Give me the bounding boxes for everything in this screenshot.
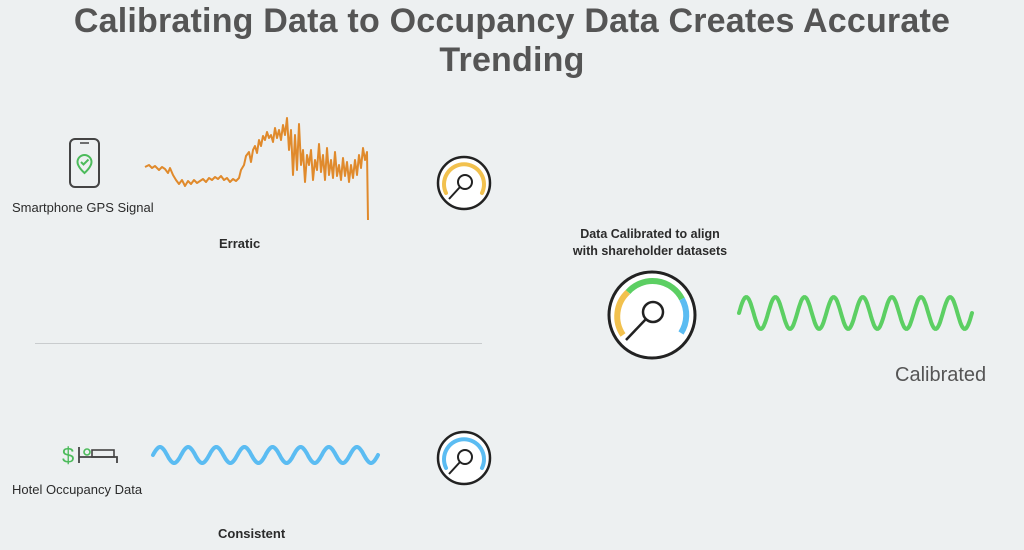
- gps-gauge-icon: [436, 155, 492, 211]
- page-title: Calibrating Data to Occupancy Data Creat…: [73, 2, 951, 79]
- smartphone-check-icon: [69, 138, 100, 188]
- calibration-heading-line1: Data Calibrated to align: [580, 227, 720, 241]
- consistent-label: Consistent: [218, 526, 286, 541]
- gps-signal-label: Smartphone GPS Signal: [12, 200, 154, 215]
- erratic-signal-line: [144, 117, 369, 221]
- calibrated-label: Calibrated: [895, 364, 987, 386]
- calibration-heading-line2: with shareholder datasets: [572, 244, 728, 258]
- consistent-wave-line: [151, 445, 380, 465]
- calibrated-gauge-icon: [607, 270, 697, 360]
- section-divider: [35, 343, 482, 344]
- calibration-heading: Data Calibrated to align with shareholde…: [560, 226, 740, 260]
- hotel-occupancy-label: Hotel Occupancy Data: [12, 482, 143, 497]
- calibrated-wave-line: [737, 295, 974, 331]
- money-bed-icon: $: [62, 443, 118, 468]
- erratic-label: Erratic: [219, 236, 261, 251]
- svg-text:$: $: [62, 443, 74, 468]
- hotel-gauge-icon: [436, 430, 492, 486]
